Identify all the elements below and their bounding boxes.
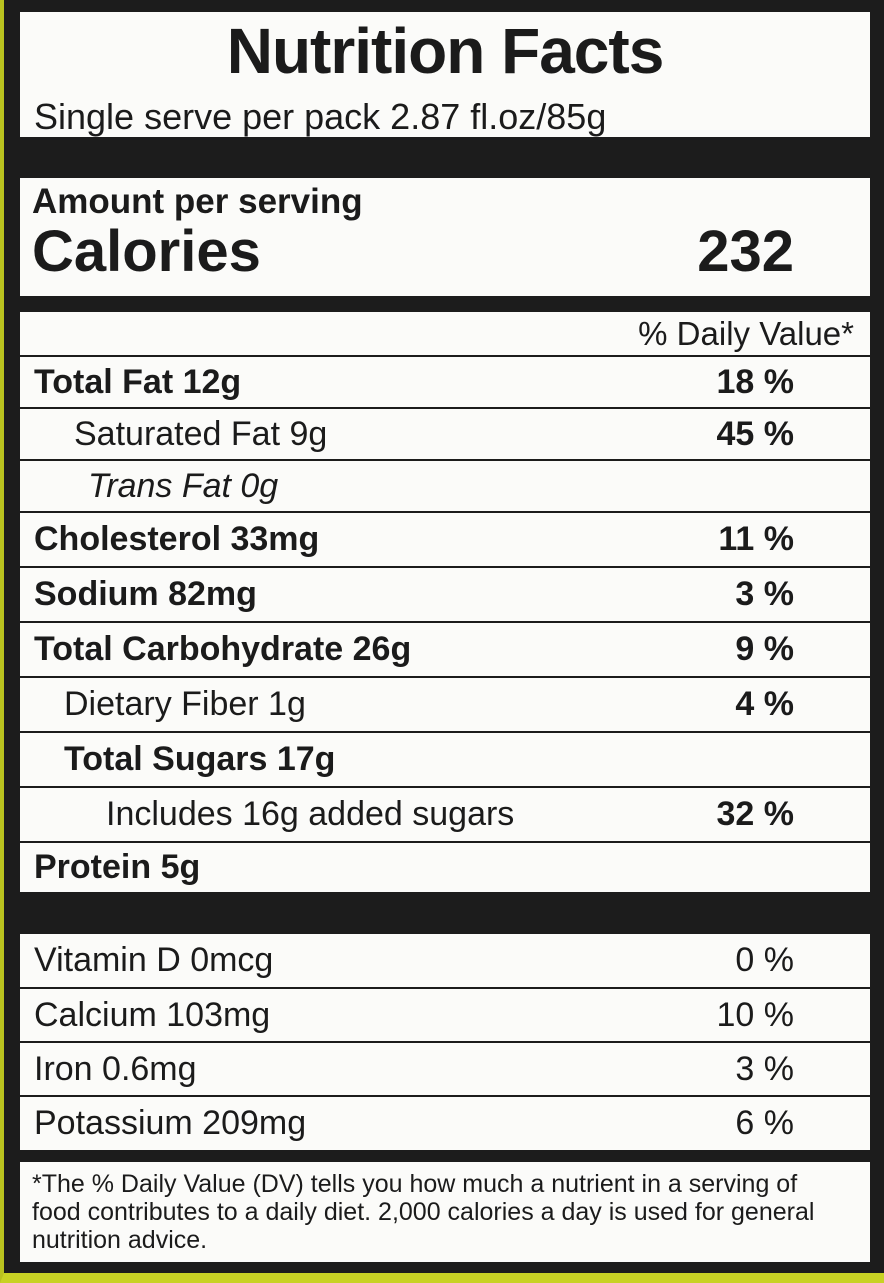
nutrient-name: Protein 5g	[34, 848, 201, 886]
nutrient-row-total-fat: Total Fat 12g 18 %	[20, 357, 870, 407]
vitamin-row-iron: Iron 0.6mg 3 %	[20, 1043, 870, 1095]
nutrient-dv: 4 %	[735, 685, 794, 723]
nutrient-name: Trans Fat 0g	[88, 466, 279, 505]
calories-value: 232	[697, 219, 794, 284]
nutrient-name: Total Sugars 17g	[64, 740, 336, 778]
nutrient-dv: 32 %	[716, 795, 795, 833]
title-panel: Nutrition Facts Single serve per pack 2.…	[20, 12, 870, 137]
nutrient-dv: 9 %	[735, 630, 794, 668]
nutrient-table: % Daily Value* Total Fat 12g 18 % Satura…	[20, 312, 870, 892]
calories-label: Calories	[32, 219, 261, 284]
vitamin-name: Vitamin D 0mcg	[34, 941, 274, 979]
vitamin-dv: 6 %	[735, 1104, 794, 1142]
nutrient-dv: 45 %	[716, 414, 795, 453]
nutrient-name: Sodium 82mg	[34, 575, 257, 613]
footnote-panel: *The % Daily Value (DV) tells you how mu…	[20, 1162, 870, 1262]
vitamin-name: Iron 0.6mg	[34, 1049, 197, 1088]
nutrient-row-trans-fat: Trans Fat 0g	[20, 461, 870, 511]
nutrient-row-saturated-fat: Saturated Fat 9g 45 %	[20, 409, 870, 459]
nutrition-facts-title: Nutrition Facts	[226, 15, 665, 87]
vitamin-name: Calcium 103mg	[34, 995, 271, 1034]
nutrient-dv: 11 %	[718, 520, 794, 558]
nutrient-name: Total Carbohydrate 26g	[34, 630, 412, 668]
vitamin-row-calcium: Calcium 103mg 10 %	[20, 989, 870, 1041]
vitamin-table: Vitamin D 0mcg 0 % Calcium 103mg 10 % Ir…	[20, 934, 870, 1150]
nutrient-row-dietary-fiber: Dietary Fiber 1g 4 %	[20, 678, 870, 731]
vitamin-dv: 3 %	[735, 1049, 794, 1088]
serving-size: Single serve per pack 2.87 fl.oz/85g	[34, 96, 607, 137]
nutrient-name: Includes 16g added sugars	[106, 795, 515, 833]
nutrient-dv: 3 %	[735, 575, 794, 613]
vitamin-dv: 0 %	[735, 941, 794, 979]
vitamin-row-potassium: Potassium 209mg 6 %	[20, 1097, 870, 1150]
nutrient-row-added-sugars: Includes 16g added sugars 32 %	[20, 788, 870, 841]
nutrient-row-sodium: Sodium 82mg 3 %	[20, 568, 870, 621]
calories-panel: Amount per serving Calories 232	[20, 178, 870, 296]
vitamin-name: Potassium 209mg	[34, 1104, 307, 1142]
daily-value-footnote: *The % Daily Value (DV) tells you how mu…	[32, 1170, 815, 1254]
nutrient-row-cholesterol: Cholesterol 33mg 11 %	[20, 513, 870, 566]
nutrient-row-total-sugars: Total Sugars 17g	[20, 733, 870, 786]
daily-value-header-row: % Daily Value*	[20, 312, 870, 355]
daily-value-header: % Daily Value*	[638, 314, 854, 352]
nutrient-row-protein: Protein 5g	[20, 843, 870, 892]
nutrient-row-total-carbohydrate: Total Carbohydrate 26g 9 %	[20, 623, 870, 676]
nutrient-name: Dietary Fiber 1g	[64, 685, 306, 723]
nutrient-dv: 18 %	[716, 362, 795, 401]
amount-per-serving: Amount per serving	[32, 182, 363, 221]
nutrient-name: Saturated Fat 9g	[74, 414, 328, 453]
vitamin-row-vitamin-d: Vitamin D 0mcg 0 %	[20, 934, 870, 987]
nutrient-name: Total Fat 12g	[34, 362, 242, 401]
nutrient-name: Cholesterol 33mg	[34, 520, 320, 558]
vitamin-dv: 10 %	[716, 995, 795, 1034]
